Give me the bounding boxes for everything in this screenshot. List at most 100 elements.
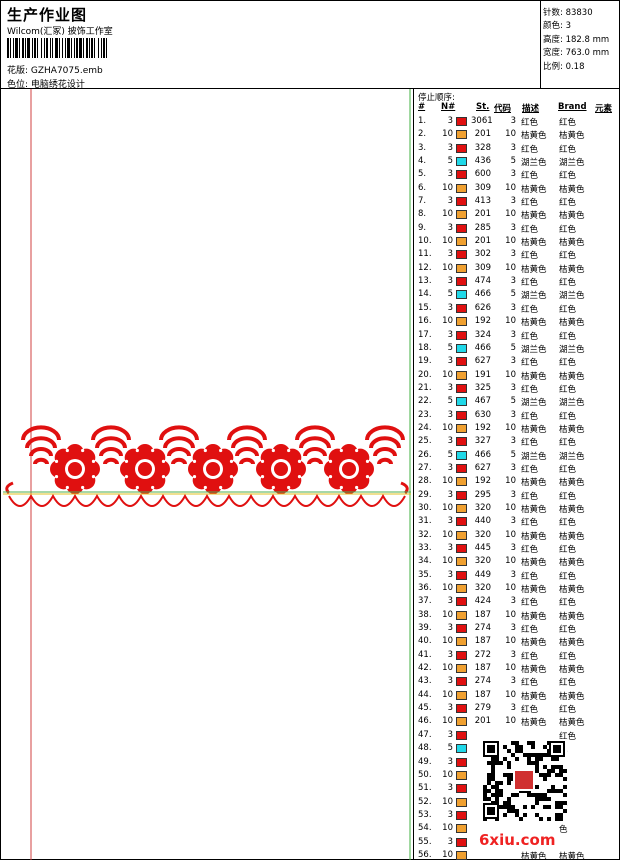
thread-color-swatch bbox=[456, 477, 467, 487]
table-row: 47. 3 红色 bbox=[414, 729, 620, 742]
thread-color-swatch bbox=[456, 237, 467, 247]
row-stitches: 445 bbox=[474, 543, 491, 553]
row-brand: 桔黄色 bbox=[559, 238, 585, 249]
row-code: 3 bbox=[510, 676, 516, 687]
leaf-arc bbox=[163, 436, 195, 449]
row-brand: 红色 bbox=[559, 464, 577, 475]
row-brand: 桔黄色 bbox=[559, 611, 585, 622]
table-row: 10. 10 201 10 桔黄色 桔黄色 bbox=[414, 235, 620, 248]
row-needle: 3 bbox=[447, 783, 453, 794]
row-index: 17. bbox=[418, 329, 432, 340]
table-row: 32. 10 320 10 桔黄色 桔黄色 bbox=[414, 529, 620, 542]
row-index: 2. bbox=[418, 129, 427, 140]
row-index: 32. bbox=[418, 529, 432, 540]
row-code: 5 bbox=[510, 449, 516, 460]
thread-color-swatch bbox=[456, 317, 467, 327]
table-row: 4. 5 436 5 湖兰色 湖兰色 bbox=[414, 155, 620, 168]
row-needle: 3 bbox=[447, 649, 453, 660]
petal-dot bbox=[287, 448, 291, 453]
row-index: 10. bbox=[418, 236, 432, 247]
row-needle: 10 bbox=[442, 236, 453, 247]
row-index: 13. bbox=[418, 276, 432, 287]
row-index: 36. bbox=[418, 583, 432, 594]
row-code: 3 bbox=[510, 462, 516, 473]
row-needle: 3 bbox=[447, 382, 453, 393]
color-position: 色位: 电脑绣花设计 bbox=[7, 80, 85, 90]
row-index: 52. bbox=[418, 796, 432, 807]
leaf-arc bbox=[227, 425, 267, 441]
row-needle: 3 bbox=[447, 729, 453, 740]
row-brand: 红色 bbox=[559, 491, 577, 502]
row-stitches: 279 bbox=[474, 703, 491, 714]
table-row: 35. 3 449 3 红色 红色 bbox=[414, 569, 620, 582]
row-brand: 红色 bbox=[559, 545, 577, 555]
row-stitches: 449 bbox=[474, 569, 491, 580]
table-row: 7. 3 413 3 红色 红色 bbox=[414, 195, 620, 208]
row-stitches: 191 bbox=[474, 369, 491, 380]
row-stitches: 320 bbox=[474, 529, 491, 540]
row-stitches: 627 bbox=[474, 356, 491, 367]
row-code: 10 bbox=[505, 209, 516, 220]
petal-dot bbox=[65, 485, 69, 490]
flower-core bbox=[68, 462, 82, 476]
thread-color-swatch bbox=[456, 197, 467, 207]
qr-code bbox=[481, 739, 567, 821]
thread-color-swatch bbox=[456, 797, 467, 807]
row-description: 红色 bbox=[521, 491, 539, 502]
row-brand: 桔黄色 bbox=[559, 318, 585, 329]
row-code: 3 bbox=[510, 596, 516, 607]
row-code: 10 bbox=[505, 689, 516, 700]
row-needle: 10 bbox=[442, 262, 453, 273]
flower-core bbox=[342, 462, 356, 476]
table-row: 17. 3 324 3 红色 红色 bbox=[414, 329, 620, 342]
table-row: 44. 10 187 10 桔黄色 桔黄色 bbox=[414, 689, 620, 702]
table-row: 21. 3 325 3 红色 红色 bbox=[414, 382, 620, 395]
stop-sequence-panel: 停止顺序: # N# St. 代码 描述 Brand 元素 1. 3 3061 3 红色… bbox=[413, 89, 620, 860]
row-brand: 桔黄色 bbox=[559, 478, 585, 489]
petal-dot bbox=[81, 448, 85, 453]
thread-color-swatch bbox=[456, 210, 467, 220]
petal-dot bbox=[124, 459, 129, 463]
table-row: 29. 3 295 3 红色 红色 bbox=[414, 489, 620, 502]
row-index: 45. bbox=[418, 703, 432, 714]
thread-color-swatch bbox=[456, 397, 467, 407]
row-brand: 红色 bbox=[559, 518, 577, 529]
row-index: 38. bbox=[418, 609, 432, 620]
thread-color-swatch bbox=[456, 423, 467, 433]
petal-dot bbox=[192, 459, 197, 463]
table-row: 27. 3 627 3 红色 红色 bbox=[414, 462, 620, 475]
row-index: 8. bbox=[418, 209, 427, 220]
row-index: 30. bbox=[418, 502, 432, 513]
row-description: 红色 bbox=[521, 651, 539, 662]
row-description: 红色 bbox=[521, 304, 539, 315]
row-index: 1. bbox=[418, 116, 427, 126]
table-row: 25. 3 327 3 红色 红色 bbox=[414, 435, 620, 448]
row-brand: 红色 bbox=[559, 331, 577, 342]
embroidery-design bbox=[3, 89, 411, 860]
row-description: 红色 bbox=[521, 411, 539, 422]
table-row: 54. 10 色 bbox=[414, 822, 620, 835]
row-stitches: 285 bbox=[474, 222, 491, 233]
row-index: 46. bbox=[418, 716, 432, 727]
table-row: 53. 3 bbox=[414, 809, 620, 822]
row-needle: 3 bbox=[447, 116, 453, 126]
petal-dot bbox=[355, 485, 359, 490]
col-code-header: 代码 bbox=[494, 104, 512, 114]
row-code: 3 bbox=[510, 116, 516, 126]
row-needle: 3 bbox=[447, 302, 453, 313]
row-brand: 红色 bbox=[559, 198, 577, 209]
row-code: 10 bbox=[505, 583, 516, 594]
col-desc-header: 描述 bbox=[522, 104, 540, 114]
qr-logo bbox=[515, 771, 533, 789]
thread-color-swatch bbox=[456, 503, 467, 513]
flower-core bbox=[206, 462, 220, 476]
thread-color-swatch bbox=[456, 250, 467, 260]
row-needle: 3 bbox=[447, 569, 453, 580]
thread-color-swatch bbox=[456, 530, 467, 540]
row-code: 3 bbox=[510, 356, 516, 367]
table-row: 15. 3 626 3 红色 红色 bbox=[414, 302, 620, 315]
row-code: 5 bbox=[510, 342, 516, 353]
petal-dot bbox=[328, 475, 333, 479]
thread-color-swatch bbox=[456, 170, 467, 180]
table-row: 43. 3 274 3 红色 红色 bbox=[414, 675, 620, 688]
